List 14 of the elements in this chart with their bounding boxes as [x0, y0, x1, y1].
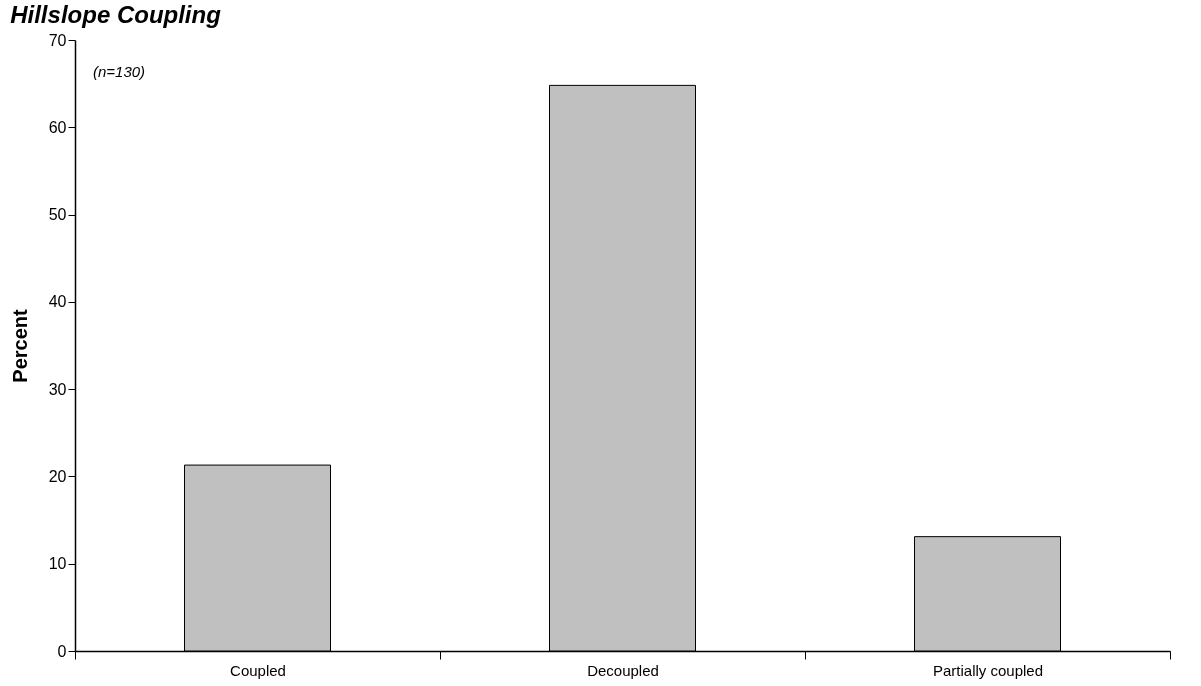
x-tick-label: Coupled [230, 661, 286, 679]
x-tick-label: Partially coupled [932, 661, 1044, 679]
x-tick-label: Decoupled [587, 661, 659, 679]
y-tick-label: 20 [48, 467, 67, 485]
y-tick-label: 30 [48, 380, 67, 398]
y-tick-label: 10 [48, 555, 67, 573]
annotation: (n=130) [93, 63, 146, 80]
chart-title: Hillslope Coupling [10, 1, 222, 28]
y-tick-label: 50 [48, 206, 67, 224]
y-tick-label: 40 [48, 293, 67, 311]
y-tick-label: 60 [48, 118, 67, 136]
y-tick-label: 0 [57, 642, 67, 660]
y-axis-title: Percent [8, 308, 31, 383]
y-tick-label: 70 [48, 31, 67, 49]
